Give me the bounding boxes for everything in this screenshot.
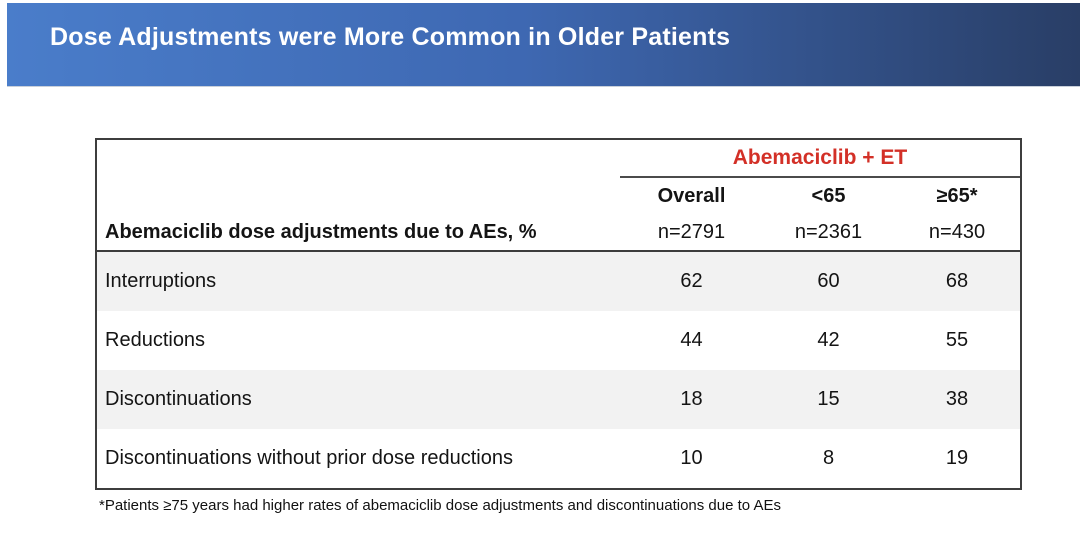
- value-cell: 15: [817, 388, 840, 410]
- n-overall: n=2791: [657, 220, 726, 243]
- table-header: Abemaciclib + ET Overall <65 ≥65* Abemac…: [97, 140, 1020, 252]
- table-row-discontinuations: Discontinuations 18 15 38: [97, 370, 1020, 429]
- value-cell: 19: [945, 447, 969, 469]
- value-cell: 10: [680, 447, 703, 469]
- group-header-row: Abemaciclib + ET: [97, 140, 1020, 178]
- dose-adjustments-table: Abemaciclib + ET Overall <65 ≥65* Abemac…: [95, 138, 1022, 490]
- row-label: Interruptions: [105, 270, 217, 292]
- column-header-spacer: [97, 178, 620, 214]
- group-header-spacer: [97, 140, 620, 178]
- value-cell: 62: [680, 270, 703, 292]
- title-banner: Dose Adjustments were More Common in Old…: [7, 3, 1080, 87]
- slide-title: Dose Adjustments were More Common in Old…: [50, 23, 731, 51]
- value-cell: 68: [945, 270, 969, 292]
- footnote: *Patients ≥75 years had higher rates of …: [99, 497, 781, 514]
- value-cell: 44: [680, 329, 703, 351]
- row-label: Reductions: [105, 329, 206, 351]
- value-cell: 42: [817, 329, 840, 351]
- row-label: Discontinuations without prior dose redu…: [105, 447, 513, 469]
- col-header-overall: Overall: [657, 184, 726, 207]
- col-header-65-and-over: ≥65*: [936, 184, 978, 207]
- column-header-row: Overall <65 ≥65*: [97, 178, 1020, 214]
- value-cell: 60: [817, 270, 840, 292]
- row-label: Discontinuations: [105, 388, 252, 410]
- row-group-header: Abemaciclib dose adjustments due to AEs,…: [105, 220, 537, 243]
- table-row-interruptions: Interruptions 62 60 68: [97, 252, 1020, 311]
- group-header-abemaciclib-et: Abemaciclib + ET: [620, 140, 1020, 178]
- n-under-65: n=2361: [794, 220, 863, 243]
- value-cell: 55: [945, 329, 969, 351]
- n-65-and-over: n=430: [928, 220, 986, 243]
- value-cell: 18: [680, 388, 703, 410]
- col-header-under-65: <65: [811, 184, 846, 207]
- sample-size-row: Abemaciclib dose adjustments due to AEs,…: [97, 214, 1020, 250]
- table-row-discontinuations-without-prior-reductions: Discontinuations without prior dose redu…: [97, 429, 1020, 488]
- table-row-reductions: Reductions 44 42 55: [97, 311, 1020, 370]
- value-cell: 38: [945, 388, 969, 410]
- value-cell: 8: [822, 447, 835, 469]
